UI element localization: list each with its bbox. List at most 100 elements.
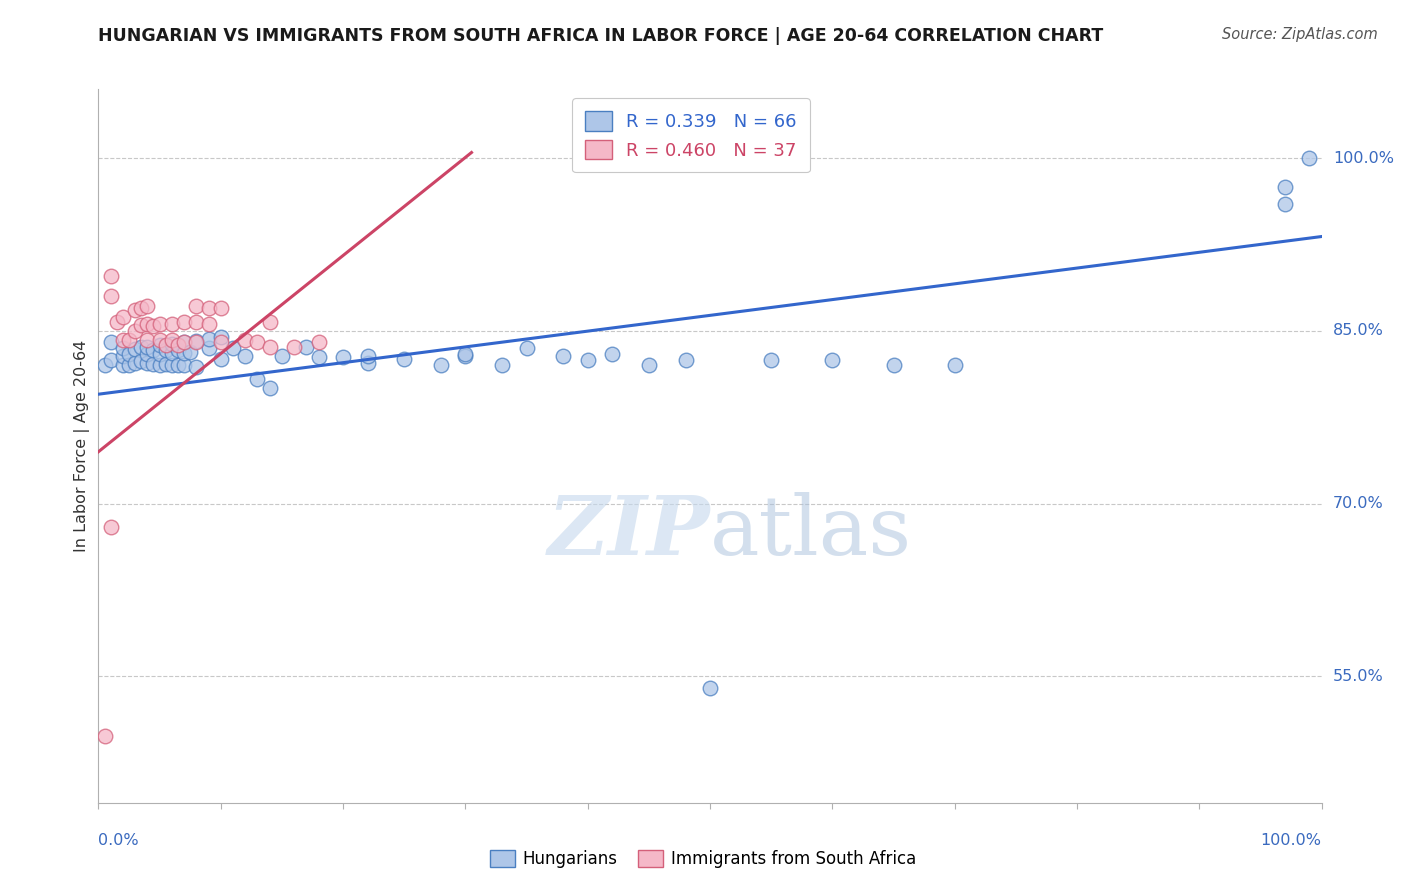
Legend: Hungarians, Immigrants from South Africa: Hungarians, Immigrants from South Africa: [482, 843, 924, 875]
Point: [821, 352, 844, 367]
Point: [308, 351, 330, 365]
Point: [295, 340, 318, 354]
Point: [136, 340, 159, 354]
Point: [308, 335, 330, 350]
Point: [129, 301, 152, 315]
Point: [167, 343, 190, 358]
Point: [136, 317, 159, 331]
Point: [100, 519, 122, 533]
Point: [197, 341, 219, 355]
Point: [111, 359, 134, 373]
Point: [553, 349, 575, 363]
Point: [515, 341, 537, 355]
Point: [118, 359, 141, 373]
Point: [129, 340, 152, 354]
Point: [118, 347, 141, 361]
Point: [233, 333, 256, 347]
Point: [761, 352, 783, 367]
Point: [160, 333, 183, 347]
Point: [100, 289, 122, 303]
Point: [222, 341, 245, 355]
Point: [675, 352, 697, 367]
Point: [197, 332, 219, 346]
Point: [111, 341, 134, 355]
Point: [149, 347, 172, 361]
Point: [454, 347, 477, 361]
Point: [179, 344, 201, 359]
Point: [124, 303, 146, 318]
Text: atlas: atlas: [710, 491, 912, 572]
Point: [124, 343, 146, 357]
Point: [356, 356, 378, 370]
Point: [259, 315, 281, 329]
Point: [149, 337, 172, 351]
Point: [173, 335, 195, 350]
Point: [129, 318, 152, 333]
Point: [1298, 151, 1320, 165]
Point: [124, 324, 146, 338]
Point: [124, 356, 146, 370]
Point: [883, 359, 905, 373]
Point: [356, 349, 378, 363]
Point: [149, 333, 172, 347]
Point: [160, 317, 183, 331]
Point: [173, 315, 195, 329]
Text: 55.0%: 55.0%: [1333, 669, 1384, 683]
Point: [155, 357, 177, 371]
Point: [155, 337, 177, 351]
Y-axis label: In Labor Force | Age 20-64: In Labor Force | Age 20-64: [75, 340, 90, 552]
Point: [430, 359, 453, 373]
Point: [142, 343, 165, 358]
Point: [186, 335, 208, 350]
Text: ZIP: ZIP: [547, 491, 710, 572]
Point: [270, 349, 294, 363]
Point: [186, 299, 208, 313]
Point: [149, 317, 172, 331]
Point: [93, 729, 115, 743]
Point: [100, 268, 122, 283]
Point: [173, 359, 195, 373]
Text: 100.0%: 100.0%: [1261, 833, 1322, 848]
Point: [111, 310, 134, 324]
Point: [600, 347, 623, 361]
Point: [136, 333, 159, 347]
Legend: R = 0.339   N = 66, R = 0.460   N = 37: R = 0.339 N = 66, R = 0.460 N = 37: [572, 98, 810, 172]
Text: HUNGARIAN VS IMMIGRANTS FROM SOUTH AFRICA IN LABOR FORCE | AGE 20-64 CORRELATION: HUNGARIAN VS IMMIGRANTS FROM SOUTH AFRIC…: [98, 27, 1104, 45]
Point: [197, 317, 219, 331]
Point: [1274, 180, 1296, 194]
Text: 100.0%: 100.0%: [1333, 151, 1393, 166]
Point: [100, 335, 122, 350]
Point: [259, 381, 281, 395]
Point: [209, 351, 232, 366]
Point: [209, 329, 232, 343]
Point: [136, 347, 159, 361]
Point: [136, 299, 159, 313]
Point: [637, 359, 661, 373]
Text: 0.0%: 0.0%: [98, 833, 139, 848]
Point: [129, 354, 152, 368]
Point: [186, 315, 208, 329]
Point: [111, 333, 134, 347]
Point: [105, 315, 128, 329]
Point: [259, 340, 281, 354]
Point: [576, 352, 599, 367]
Point: [160, 336, 183, 351]
Point: [142, 319, 165, 334]
Point: [699, 681, 721, 695]
Point: [209, 301, 232, 315]
Point: [167, 359, 190, 373]
Point: [149, 359, 172, 373]
Point: [246, 335, 269, 350]
Point: [454, 349, 477, 363]
Point: [233, 349, 256, 363]
Point: [160, 359, 183, 373]
Point: [209, 335, 232, 350]
Point: [160, 345, 183, 359]
Point: [197, 301, 219, 315]
Point: [1274, 197, 1296, 211]
Point: [118, 333, 141, 347]
Text: Source: ZipAtlas.com: Source: ZipAtlas.com: [1222, 27, 1378, 42]
Text: 85.0%: 85.0%: [1333, 324, 1384, 338]
Point: [283, 340, 305, 354]
Point: [93, 359, 115, 373]
